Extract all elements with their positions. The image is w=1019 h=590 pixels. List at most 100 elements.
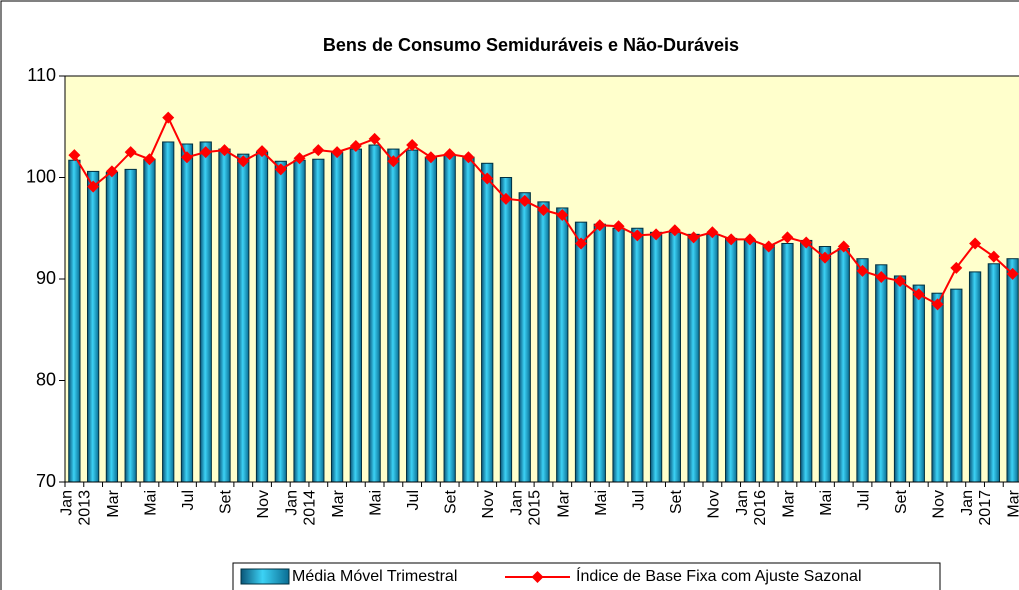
bar	[180, 143, 194, 483]
bar	[950, 288, 963, 483]
legend-label: Média Móvel Trimestral	[292, 568, 457, 585]
y-tick-label: 80	[36, 369, 56, 389]
line-marker	[218, 144, 231, 157]
bar	[1006, 258, 1019, 483]
bar	[462, 156, 475, 483]
bar	[105, 171, 119, 483]
line-marker	[312, 144, 325, 157]
bar	[218, 148, 231, 483]
bar	[668, 231, 681, 483]
bar	[875, 264, 888, 483]
line-marker	[499, 192, 512, 205]
bar	[481, 162, 494, 483]
bar	[687, 233, 700, 483]
x-tick-label: Mai	[368, 490, 385, 516]
x-tick-label: Jan2015	[509, 490, 544, 526]
line-marker	[331, 146, 344, 159]
line-marker	[1006, 267, 1019, 280]
x-tick-label: Mai	[593, 490, 610, 516]
bar	[143, 158, 156, 483]
x-tick-label: Mar	[780, 489, 797, 517]
bar	[574, 221, 588, 483]
line-marker	[556, 209, 569, 222]
x-tick-label: Jul	[405, 490, 422, 510]
line-marker	[631, 229, 644, 242]
line-marker	[68, 149, 81, 162]
bar	[856, 258, 869, 483]
x-tick-label: Nov	[705, 490, 722, 518]
x-tick-label: Set	[668, 489, 685, 514]
line-marker	[424, 151, 437, 164]
bar	[987, 263, 1000, 483]
bar	[631, 227, 644, 483]
bar	[893, 275, 907, 483]
bar	[781, 242, 794, 483]
x-tick-label: Set	[218, 489, 235, 514]
plot-border	[64, 75, 1019, 483]
line-marker	[593, 219, 606, 232]
bar	[762, 243, 775, 483]
x-tick-label: Nov	[480, 490, 497, 518]
x-tick-label: Mar	[555, 489, 572, 517]
line-marker	[781, 231, 794, 244]
bar	[237, 153, 250, 483]
line-marker	[143, 153, 156, 166]
line-marker	[575, 237, 588, 250]
x-tick-label: Mai	[142, 490, 159, 516]
line-marker	[274, 163, 287, 176]
line-marker	[706, 226, 719, 239]
plot-area: 70 80 90 100 110 Jan2013 Mar Mai Jul Set Nov Jan201…	[26, 65, 1019, 526]
x-tick-label: Jul	[180, 490, 197, 510]
x-tick-label: Jul	[630, 490, 647, 510]
line-marker	[668, 224, 681, 237]
x-tick-label: Mai	[818, 490, 835, 516]
legend-box	[232, 562, 941, 590]
line-marker	[237, 155, 250, 168]
line-marker	[743, 233, 756, 246]
bar	[912, 284, 925, 483]
bar	[368, 144, 381, 483]
line-marker	[725, 233, 738, 246]
bar	[68, 159, 81, 483]
legend: Média Móvel Trimestral Índice de Base Fi…	[232, 562, 941, 590]
line-marker	[462, 151, 475, 164]
line-marker	[912, 288, 925, 301]
x-tick-label: Mar	[330, 489, 347, 517]
bar	[124, 168, 137, 483]
line-marker	[349, 140, 362, 153]
bar	[818, 246, 832, 483]
line-marker	[180, 151, 193, 164]
line-marker	[800, 236, 813, 249]
bar	[312, 158, 325, 483]
line-marker	[518, 194, 531, 207]
line-marker	[818, 251, 831, 264]
x-tick-label: Jan2014	[284, 490, 319, 526]
bar	[706, 233, 719, 483]
bar	[424, 156, 438, 483]
line-marker	[875, 270, 888, 283]
line-marker	[762, 240, 775, 253]
line-marker	[105, 165, 118, 178]
x-tick-label: Nov	[931, 490, 948, 518]
line-marker	[256, 145, 269, 158]
line-marker	[124, 146, 137, 159]
line-marker	[481, 172, 494, 185]
x-tick-label: Mar	[1006, 489, 1019, 517]
line-marker	[293, 152, 306, 165]
bar	[387, 148, 400, 483]
line-marker	[87, 180, 100, 193]
line-marker	[199, 146, 212, 159]
line-marker	[162, 111, 175, 124]
line-marker	[406, 139, 419, 152]
bar	[968, 271, 982, 483]
bar	[612, 227, 625, 483]
bar	[931, 292, 944, 483]
line-marker	[837, 240, 850, 253]
line-marker	[969, 237, 982, 250]
x-tick-label: Jan2016	[734, 490, 769, 526]
line-marker	[537, 203, 550, 216]
bar	[593, 223, 606, 483]
bar	[800, 239, 813, 483]
x-tick-label: Nov	[255, 490, 272, 518]
